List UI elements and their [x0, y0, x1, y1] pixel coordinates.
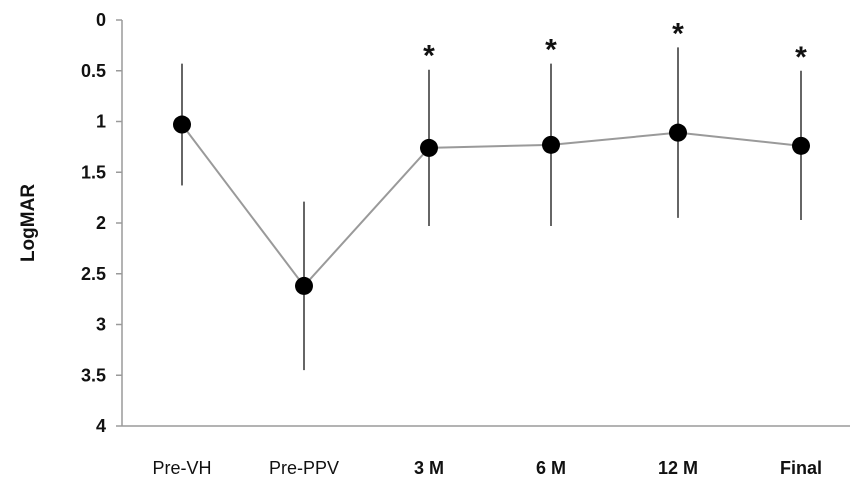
significance-asterisk: *	[672, 17, 684, 50]
x-category-label: 12 M	[658, 458, 698, 478]
y-tick-label: 2.5	[81, 264, 106, 284]
x-category-label: Pre-VH	[152, 458, 211, 478]
data-point	[792, 136, 810, 155]
data-point	[542, 135, 560, 154]
data-point	[173, 115, 191, 134]
y-tick-label: 0	[96, 10, 106, 30]
x-category-label: 3 M	[414, 458, 444, 478]
significance-markers: * * * *	[423, 17, 807, 73]
error-bars	[181, 47, 802, 371]
x-category-labels: Pre-VH Pre-PPV 3 M 6 M 12 M Final	[152, 458, 822, 478]
data-markers	[173, 115, 810, 295]
x-category-label: Pre-PPV	[269, 458, 339, 478]
y-tick-label: 0.5	[81, 61, 106, 81]
data-point	[669, 123, 687, 142]
y-ticks: 0 0.5 1 1.5 2 2.5 3 3.5 4	[81, 10, 122, 436]
significance-asterisk: *	[423, 40, 435, 73]
y-tick-label: 3	[96, 315, 106, 335]
y-tick-label: 3.5	[81, 365, 106, 385]
axes	[121, 20, 850, 427]
y-tick-label: 2	[96, 213, 106, 233]
x-category-label: Final	[780, 458, 822, 478]
data-point	[420, 138, 438, 157]
x-category-label: 6 M	[536, 458, 566, 478]
data-point	[295, 276, 313, 295]
series-polyline	[181, 123, 802, 288]
y-tick-label: 1.5	[81, 162, 106, 182]
y-axis-title: LogMAR	[18, 184, 39, 262]
significance-asterisk: *	[545, 34, 557, 67]
y-tick-label: 4	[96, 416, 106, 436]
significance-asterisk: *	[795, 41, 807, 74]
series-line	[181, 123, 802, 288]
y-tick-label: 1	[96, 112, 106, 132]
